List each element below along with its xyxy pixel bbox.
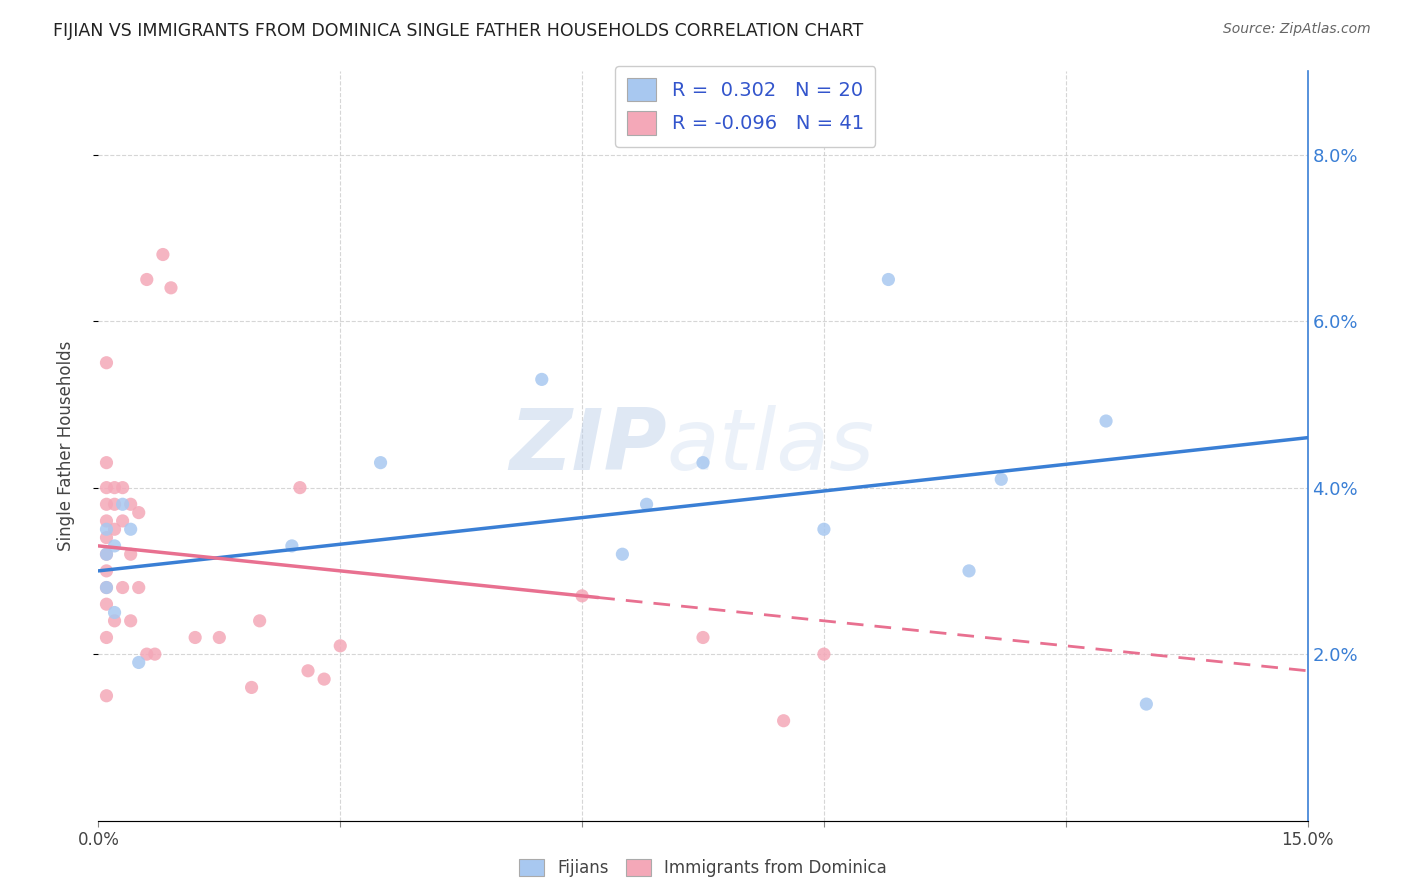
- Point: [128, 656, 150, 670]
- Point: [103, 522, 125, 536]
- Text: FIJIAN VS IMMIGRANTS FROM DOMINICA SINGLE FATHER HOUSEHOLDS CORRELATION CHART: FIJIAN VS IMMIGRANTS FROM DOMINICA SINGL…: [53, 22, 863, 40]
- Point: [111, 514, 134, 528]
- Point: [120, 497, 142, 511]
- Point: [288, 481, 311, 495]
- Point: [96, 356, 118, 370]
- Point: [96, 631, 118, 645]
- Point: [120, 522, 142, 536]
- Point: [772, 714, 794, 728]
- Point: [96, 581, 118, 595]
- Y-axis label: Single Father Households: Single Father Households: [56, 341, 75, 551]
- Point: [1135, 697, 1157, 711]
- Point: [314, 672, 336, 686]
- Point: [135, 647, 157, 661]
- Point: [96, 456, 118, 470]
- Point: [612, 547, 634, 561]
- Point: [96, 522, 118, 536]
- Legend: R =  0.302   N = 20, R = -0.096   N = 41: R = 0.302 N = 20, R = -0.096 N = 41: [616, 66, 876, 146]
- Point: [96, 481, 118, 495]
- Point: [103, 539, 125, 553]
- Point: [990, 472, 1012, 486]
- Point: [111, 581, 134, 595]
- Point: [329, 639, 352, 653]
- Point: [96, 564, 118, 578]
- Point: [96, 581, 118, 595]
- Point: [96, 547, 118, 561]
- Point: [152, 247, 174, 261]
- Point: [103, 614, 125, 628]
- Legend: Fijians, Immigrants from Dominica: Fijians, Immigrants from Dominica: [513, 852, 893, 884]
- Point: [692, 456, 714, 470]
- Point: [370, 456, 392, 470]
- Point: [103, 497, 125, 511]
- Point: [120, 547, 142, 561]
- Point: [128, 581, 150, 595]
- Point: [208, 631, 231, 645]
- Point: [813, 522, 835, 536]
- Point: [184, 631, 207, 645]
- Point: [96, 689, 118, 703]
- Point: [103, 481, 125, 495]
- Text: Source: ZipAtlas.com: Source: ZipAtlas.com: [1223, 22, 1371, 37]
- Point: [111, 481, 134, 495]
- Point: [530, 372, 553, 386]
- Point: [96, 497, 118, 511]
- Point: [103, 606, 125, 620]
- Point: [96, 514, 118, 528]
- Text: ZIP: ZIP: [509, 404, 666, 488]
- Point: [281, 539, 304, 553]
- Point: [128, 506, 150, 520]
- Point: [240, 681, 263, 695]
- Point: [120, 614, 142, 628]
- Point: [571, 589, 593, 603]
- Point: [143, 647, 166, 661]
- Point: [96, 547, 118, 561]
- Point: [297, 664, 319, 678]
- Point: [160, 281, 183, 295]
- Point: [96, 597, 118, 611]
- Point: [135, 272, 157, 286]
- Point: [96, 531, 118, 545]
- Point: [957, 564, 980, 578]
- Point: [636, 497, 658, 511]
- Point: [1095, 414, 1118, 428]
- Point: [692, 631, 714, 645]
- Point: [111, 497, 134, 511]
- Point: [813, 647, 835, 661]
- Text: atlas: atlas: [666, 404, 875, 488]
- Point: [249, 614, 271, 628]
- Point: [877, 272, 900, 286]
